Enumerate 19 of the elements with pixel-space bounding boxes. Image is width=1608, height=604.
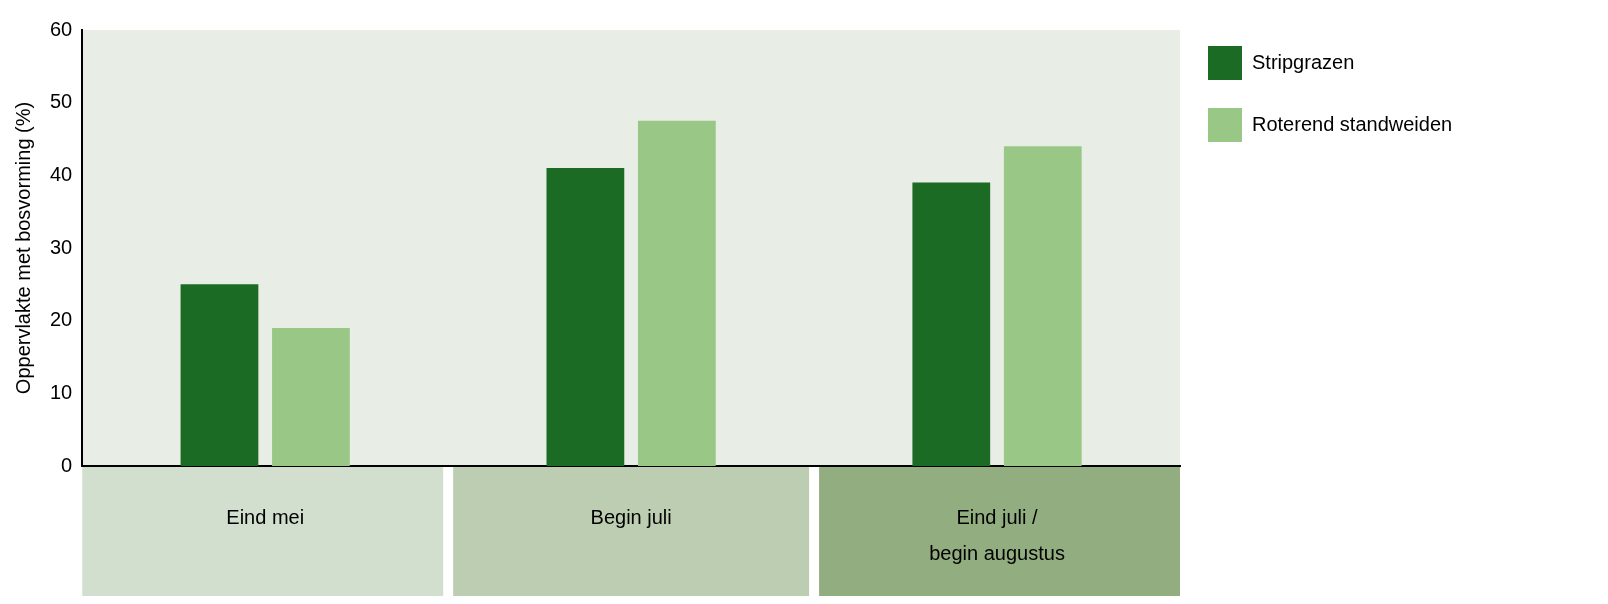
x-tick-label: Begin juli	[590, 505, 672, 528]
y-tick-label: 30	[50, 235, 73, 258]
x-tick-label: Eind juli / begin augustus	[929, 505, 1065, 564]
bar	[912, 182, 991, 466]
legend-label: Roterend standweiden	[1252, 112, 1453, 135]
bar	[180, 284, 259, 466]
bar	[546, 168, 625, 466]
y-tick-label: 60	[50, 17, 73, 40]
bar	[637, 120, 716, 466]
bar	[1003, 146, 1082, 466]
y-tick-label: 50	[50, 90, 73, 113]
y-axis-title: Oppervlakte met bosvorming (%)	[11, 101, 34, 395]
y-tick-label: 20	[50, 308, 73, 331]
y-tick-label: 40	[50, 162, 73, 185]
x-tick-label: Eind mei	[226, 505, 305, 528]
y-tick-label: 0	[61, 453, 73, 476]
y-tick-label: 10	[50, 380, 73, 403]
legend-label: Stripgrazen	[1252, 50, 1355, 73]
bar	[272, 327, 350, 466]
